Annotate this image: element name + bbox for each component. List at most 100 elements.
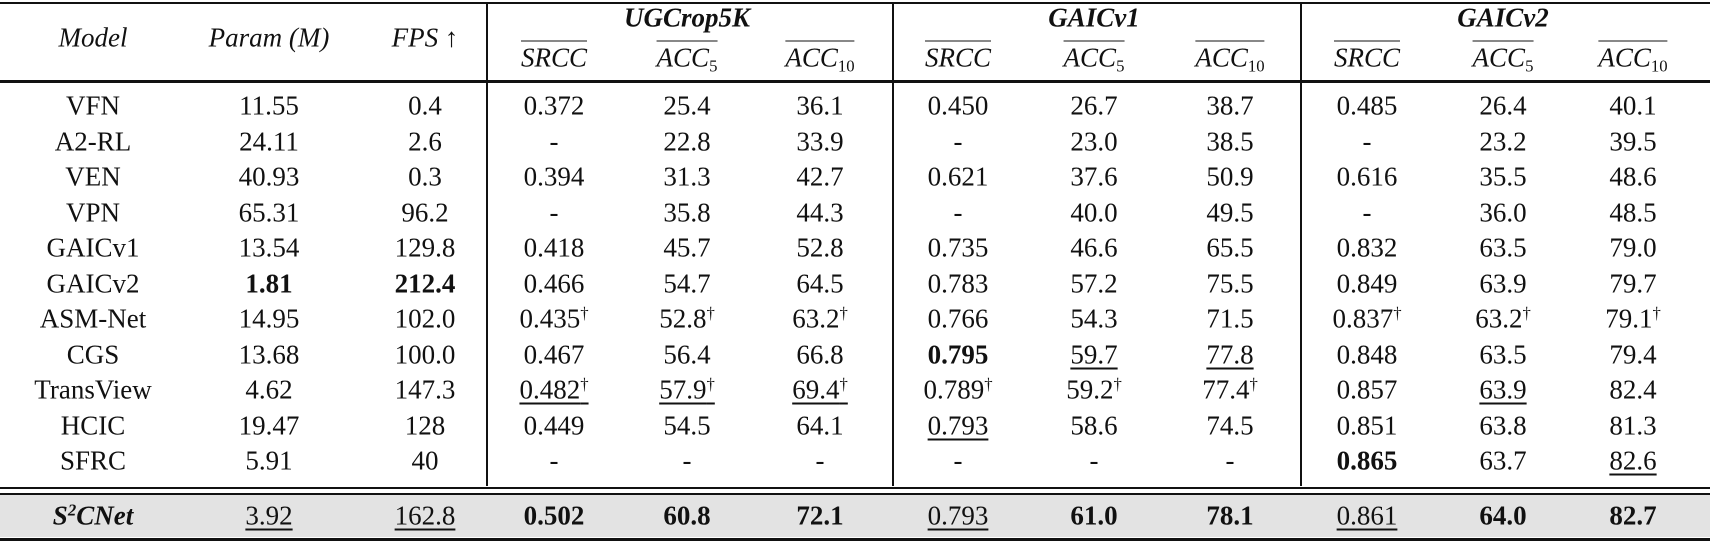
cell-text: 162.8 xyxy=(394,500,456,531)
cell-text: 63.9 xyxy=(1479,374,1527,405)
subscript: 10 xyxy=(1650,56,1668,76)
cell-text: 59.2 xyxy=(1066,374,1114,405)
superscript: † xyxy=(1249,374,1258,394)
table-cell: 212.4 xyxy=(395,270,456,297)
cell-text: 57.9 xyxy=(659,374,707,405)
cell-text: 82.7 xyxy=(1609,500,1657,531)
cell-text: 212.4 xyxy=(394,268,456,298)
cell-text: 77.8 xyxy=(1206,339,1254,369)
table-cell: 1.81 xyxy=(245,270,292,297)
cell-text: 0.837 xyxy=(1332,303,1394,334)
table-cell: 0.851 xyxy=(1336,410,1398,440)
table-cell: - xyxy=(549,445,559,476)
table-cell: 0.865 xyxy=(1336,445,1398,476)
table-cell: 26.7 xyxy=(1070,90,1118,121)
table-cell: 31.3 xyxy=(663,161,711,192)
model-name: TransView xyxy=(34,374,152,405)
table-cell: 77.4† xyxy=(1202,374,1258,404)
table-cell: 63.8 xyxy=(1479,410,1527,440)
table-cell: 0.849 xyxy=(1336,268,1398,298)
table-cell: 40.0 xyxy=(1070,197,1118,227)
table-cell: - xyxy=(549,197,559,227)
table-cell: 74.5 xyxy=(1206,410,1254,440)
cell-text: ACC xyxy=(1598,42,1651,73)
table-cell: 82.6 xyxy=(1609,447,1656,475)
superscript: † xyxy=(1522,303,1531,323)
cell-text: 0.865 xyxy=(1336,445,1398,476)
cell-text: 0.793 xyxy=(927,410,989,440)
table-cell: 46.6 xyxy=(1070,232,1118,263)
cell-text: ACC xyxy=(656,42,710,73)
table-cell: 63.7 xyxy=(1479,445,1527,476)
cell-text: 64.0 xyxy=(1479,500,1527,531)
table-cell: 38.7 xyxy=(1206,90,1254,121)
table-cell: 61.0 xyxy=(1070,502,1117,530)
table-cell: 0.621 xyxy=(927,161,989,192)
table-cell: 129.8 xyxy=(394,232,456,263)
model-name: ASM-Net xyxy=(39,303,147,334)
table-cell: 26.4 xyxy=(1479,90,1527,121)
table-cell: - xyxy=(1225,445,1235,476)
table-cell: 0.795 xyxy=(928,341,989,368)
superscript: 2 xyxy=(67,500,77,520)
table-cell: 52.8† xyxy=(659,304,715,333)
table-cell: 69.4† xyxy=(792,375,848,404)
table-cell: 57.2 xyxy=(1070,268,1118,298)
table-cell: - xyxy=(953,197,963,227)
cell-text: ACC xyxy=(1195,42,1248,73)
highlight-row-bg xyxy=(0,495,1710,537)
table-cell: 48.5 xyxy=(1609,197,1657,227)
top-rule xyxy=(0,2,1710,4)
table-cell: 0.616 xyxy=(1336,161,1398,192)
table-cell: 0.482† xyxy=(519,375,588,404)
model-name: SFRC xyxy=(59,445,127,476)
table-cell: 23.0 xyxy=(1070,126,1118,156)
table-cell: 52.8 xyxy=(796,232,844,263)
subscript: 5 xyxy=(1116,56,1125,76)
table-cell: 0.4 xyxy=(408,90,442,121)
cell-text: 3.92 xyxy=(245,500,293,531)
table-cell: 59.7 xyxy=(1070,341,1117,368)
table-cell: 40 xyxy=(411,445,439,476)
table-cell: 35.8 xyxy=(663,197,711,227)
cell-text: 79.1 xyxy=(1605,303,1653,334)
cell-text: 72.1 xyxy=(796,500,844,531)
table-cell: 0.435† xyxy=(519,304,588,333)
bottom-rule xyxy=(0,538,1710,541)
table-cell: 22.8 xyxy=(663,126,711,156)
table-cell: - xyxy=(953,445,963,476)
table-cell: 5.91 xyxy=(245,445,293,476)
cell-text: ACC xyxy=(785,42,838,73)
table-cell: 64.0 xyxy=(1479,500,1527,531)
metric-header: ACC10 xyxy=(1598,40,1668,74)
table-cell: 64.5 xyxy=(796,268,844,298)
metric-header: ACC10 xyxy=(1195,40,1265,74)
subscript: 10 xyxy=(837,56,855,76)
column-header: Param (M) xyxy=(208,22,330,53)
group-header: GAICv1 xyxy=(1048,2,1140,33)
table-cell: - xyxy=(815,445,825,476)
group-divider xyxy=(486,4,488,486)
superscript: † xyxy=(1393,303,1402,323)
model-name: VEN xyxy=(65,161,121,192)
table-cell: 58.6 xyxy=(1070,410,1118,440)
table-cell: 56.4 xyxy=(663,339,711,369)
group-divider xyxy=(1300,4,1302,486)
table-cell: - xyxy=(682,445,692,476)
cell-text: ACC xyxy=(1063,42,1117,73)
table-cell: 37.6 xyxy=(1070,161,1118,192)
table-cell: 0.832 xyxy=(1336,232,1398,263)
double-rule-bottom xyxy=(0,493,1710,495)
table-cell: 71.5 xyxy=(1206,303,1254,334)
table-cell: 65.31 xyxy=(238,197,300,227)
cell-text: 63.2 xyxy=(1475,303,1523,334)
table-cell: 4.62 xyxy=(245,374,293,405)
table-cell: 0.766 xyxy=(927,303,989,334)
table-cell: 2.6 xyxy=(408,126,442,156)
group-header: UGCrop5K xyxy=(623,2,751,33)
table-cell: 63.9 xyxy=(1479,268,1527,298)
table-cell: 0.857 xyxy=(1336,374,1398,405)
cell-text: S xyxy=(52,500,68,531)
table-cell: - xyxy=(1089,445,1099,476)
table-cell: 50.9 xyxy=(1206,161,1254,192)
